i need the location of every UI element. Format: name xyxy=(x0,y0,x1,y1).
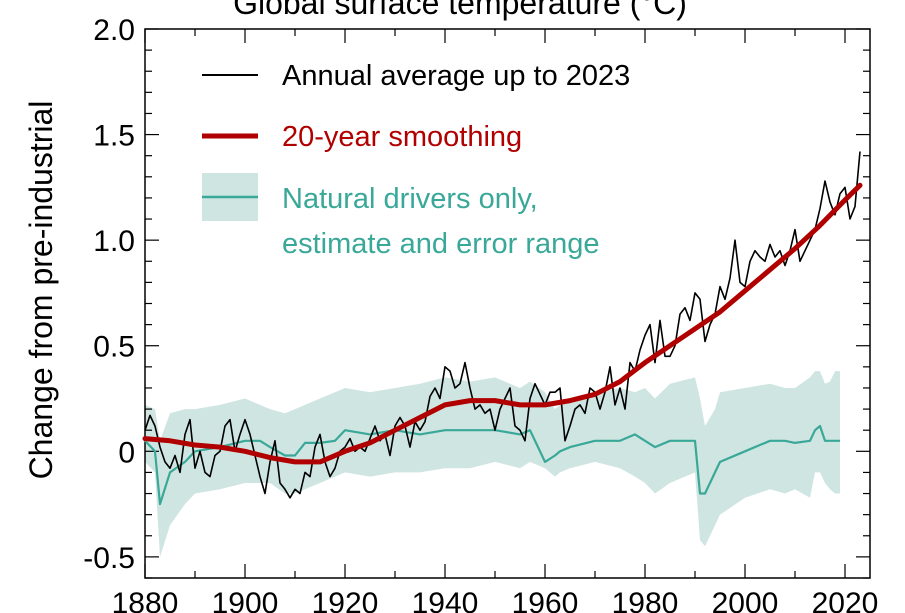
x-tick-label: 1960 xyxy=(512,587,579,613)
legend-smooth-label: 20-year smoothing xyxy=(282,121,522,153)
x-tick-label: 1940 xyxy=(412,587,479,613)
chart-title: Global surface temperature (°C) xyxy=(233,0,687,21)
legend-annual-label: Annual average up to 2023 xyxy=(282,60,630,92)
axes: 2.0 1.5 1.0 0.5 0 -0.5 1880 1900 1920 1940 1960 198… xyxy=(83,14,878,613)
y-tick-label: 0.5 xyxy=(93,331,135,364)
plot-frame xyxy=(144,28,871,579)
y-tick-label: 1.5 xyxy=(93,120,135,153)
series-layer xyxy=(142,151,863,506)
x-tick-label: 1880 xyxy=(112,587,179,613)
natural-drivers-line xyxy=(144,424,840,506)
smoothing-line xyxy=(142,182,863,465)
natural-error-band xyxy=(145,371,840,557)
natural-error-band-layer xyxy=(145,371,840,557)
legend: Annual average up to 2023 20-year smooth… xyxy=(202,60,630,260)
y-tick-label: -0.5 xyxy=(83,542,135,575)
x-tick-label: 1900 xyxy=(212,587,279,613)
legend-natural-label-line1: Natural drivers only, xyxy=(282,183,538,215)
legend-natural-label-line2: estimate and error range xyxy=(282,228,600,260)
y-tick-label: 0 xyxy=(118,436,135,469)
x-tick-label: 2020 xyxy=(812,587,879,613)
y-tick-label: 2.0 xyxy=(93,14,135,47)
x-tick-label: 2000 xyxy=(712,587,779,613)
y-tick-label: 1.0 xyxy=(93,225,135,258)
y-axis-label: Change from pre-industrial xyxy=(23,101,59,480)
x-tick-label: 1980 xyxy=(612,587,679,613)
x-tick-label: 1920 xyxy=(312,587,379,613)
